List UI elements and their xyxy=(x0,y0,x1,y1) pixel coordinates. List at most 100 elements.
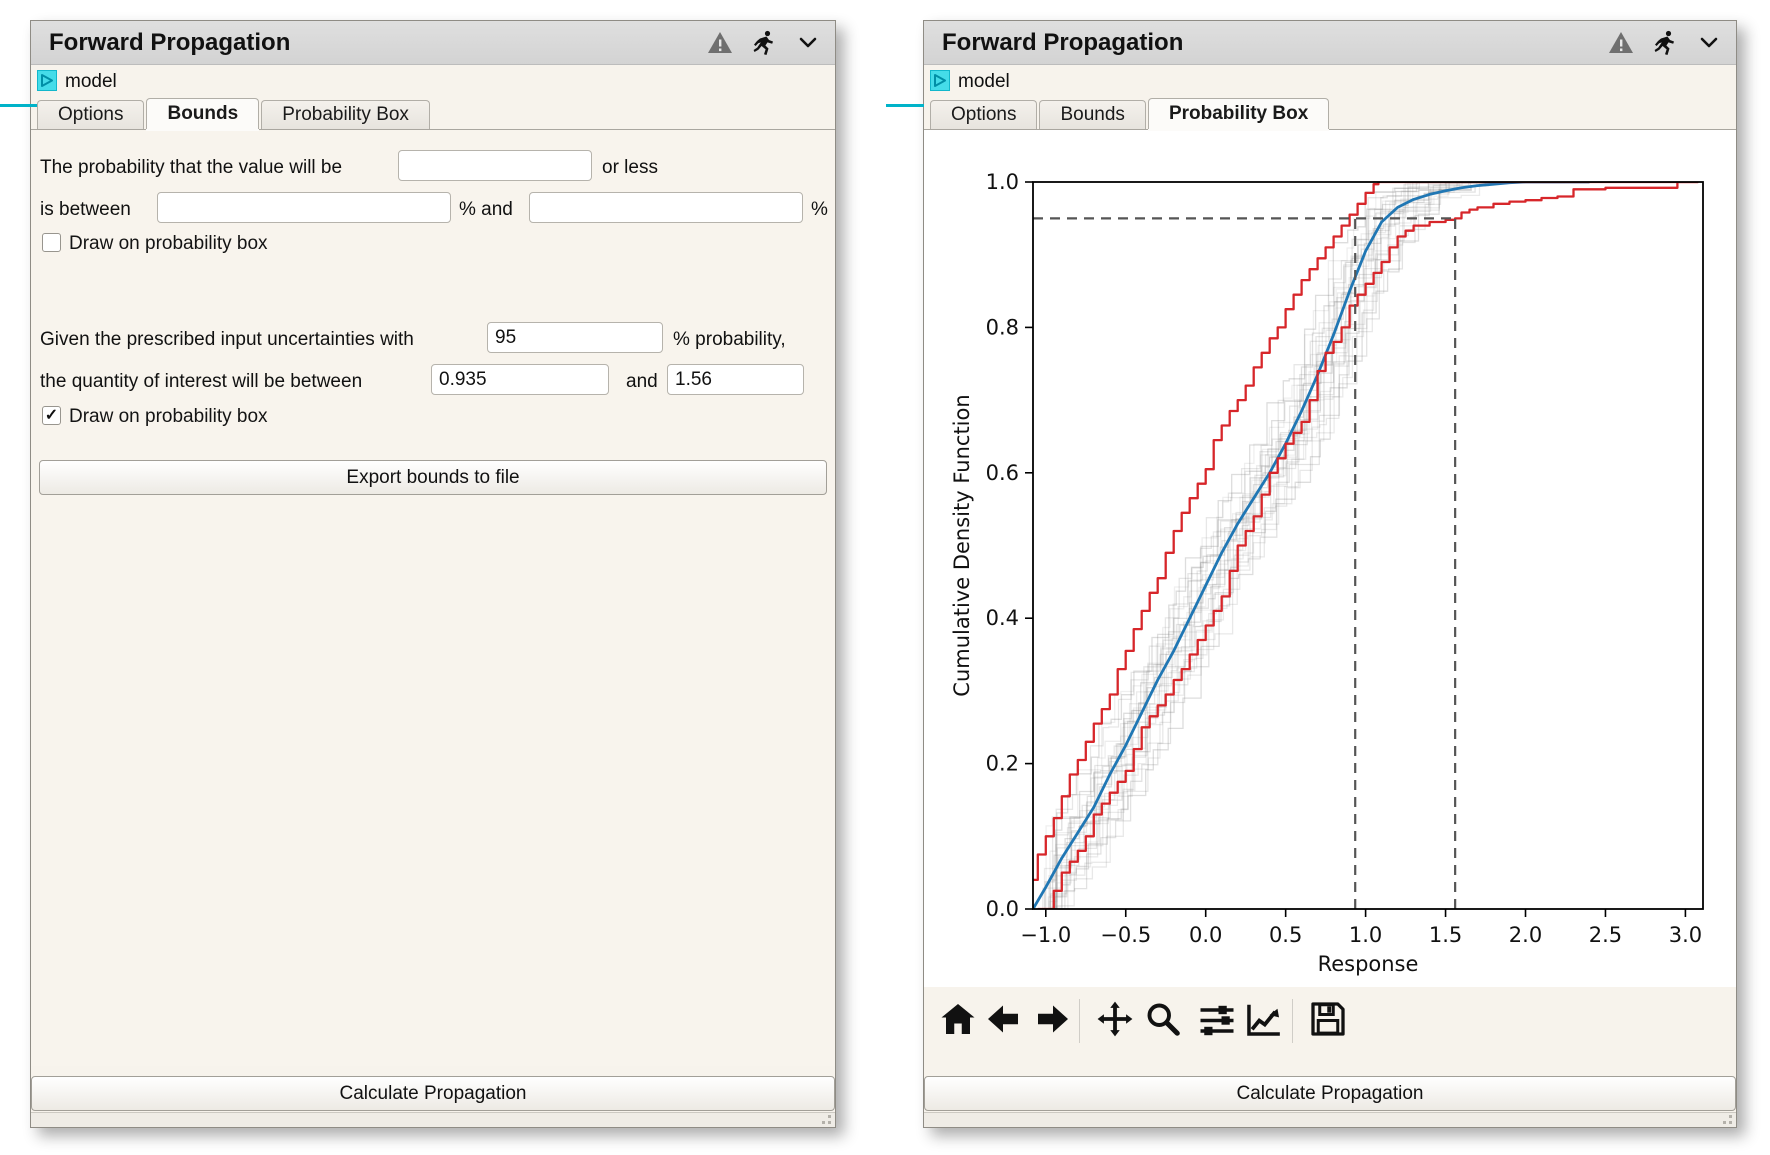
save-icon[interactable] xyxy=(1308,999,1348,1039)
draw-on-pbox-label-1: Draw on probability box xyxy=(69,233,268,254)
row2-suffix-label: % xyxy=(811,199,828,220)
x-tick-label: −0.5 xyxy=(1100,923,1151,947)
row2-prefix-label: is between xyxy=(40,199,131,220)
y-tick-label: 0.6 xyxy=(986,461,1019,485)
cdf-figure-canvas[interactable]: −1.0 −0.5 0.0 0.5 1.0 1.5 2.0 2.5 3.0 0.0 0.2 0.4 0.… xyxy=(924,130,1736,987)
y-axis-label: Cumulative Density Function xyxy=(950,394,974,696)
row5-mid-label: and xyxy=(626,371,658,392)
sample-cdfs xyxy=(1034,188,1443,909)
sample-cdfs xyxy=(1039,182,1527,909)
calculate-propagation-button[interactable]: Calculate Propagation xyxy=(31,1076,835,1111)
edit-axes-icon[interactable] xyxy=(1244,999,1284,1039)
row1-prefix-label: The probability that the value will be xyxy=(40,157,343,178)
tab-bounds[interactable]: Bounds xyxy=(1039,100,1146,129)
tab-options[interactable]: Options xyxy=(37,100,145,129)
row1-suffix-label: or less xyxy=(602,157,658,178)
sample-cdfs xyxy=(1040,182,1583,909)
calculate-propagation-button[interactable]: Calculate Propagation xyxy=(924,1076,1736,1111)
figure-svg: −1.0 −0.5 0.0 0.5 1.0 1.5 2.0 2.5 3.0 0.0 0.2 0.4 0.… xyxy=(950,170,1704,976)
window-title: Forward Propagation xyxy=(49,28,291,56)
sample-cdfs xyxy=(1039,182,1465,909)
tab-probability-box[interactable]: Probability Box xyxy=(261,100,430,129)
run-icon[interactable] xyxy=(751,30,777,56)
x-tick-label: 1.5 xyxy=(1429,923,1462,947)
resize-grip[interactable] xyxy=(817,1115,831,1124)
tab-probability-box[interactable]: Probability Box xyxy=(1147,98,1330,129)
forward-icon[interactable] xyxy=(1033,999,1073,1039)
window-header[interactable]: Forward Propagation xyxy=(924,21,1736,65)
sample-cdfs xyxy=(1037,182,1537,909)
confidence-pct-input[interactable] xyxy=(487,322,663,353)
run-icon[interactable] xyxy=(1652,30,1678,56)
collapse-chevron-icon[interactable] xyxy=(795,30,821,56)
sample-cdfs xyxy=(1042,182,1448,909)
draw-on-pbox-checkbox-2[interactable]: ✓ xyxy=(42,406,61,425)
sample-cdfs xyxy=(1038,182,1512,909)
model-label: model xyxy=(958,70,1010,92)
sample-cdfs xyxy=(1040,182,1536,909)
model-input-port-icon[interactable] xyxy=(930,70,950,91)
home-icon[interactable] xyxy=(938,999,978,1039)
export-bounds-button[interactable]: Export bounds to file xyxy=(39,460,827,495)
checkmark: ✓ xyxy=(44,407,59,424)
zoom-icon[interactable] xyxy=(1143,999,1183,1039)
row4-prefix-label: Given the prescribed input uncertainties… xyxy=(40,329,414,350)
x-tick-label: 2.5 xyxy=(1589,923,1622,947)
probability-lower-pct-input[interactable] xyxy=(157,192,451,223)
model-input-port-icon[interactable] xyxy=(37,70,57,91)
y-tick-label: 0.4 xyxy=(986,606,1019,630)
qoi-upper-bound-input[interactable] xyxy=(667,364,804,395)
upper-bound-cdf xyxy=(1033,182,1699,882)
y-tick-label: 0.0 xyxy=(986,897,1019,921)
calculate-row: Calculate Propagation xyxy=(924,1066,1736,1112)
sample-cdfs xyxy=(1039,182,1545,909)
calculate-row: Calculate Propagation xyxy=(31,1066,835,1112)
x-tick-label: 2.0 xyxy=(1509,923,1542,947)
sample-cdfs xyxy=(1035,182,1604,909)
y-tick-label: 1.0 xyxy=(986,170,1019,194)
toolbar-separator xyxy=(1292,999,1293,1043)
status-strip xyxy=(31,1112,835,1127)
back-icon[interactable] xyxy=(983,999,1023,1039)
sample-cdfs xyxy=(1037,182,1598,909)
row5-prefix-label: the quantity of interest will be between xyxy=(40,371,363,392)
resize-grip[interactable] xyxy=(1718,1115,1732,1124)
probability-guides xyxy=(1033,217,1457,909)
axis-ticks: −1.0 −0.5 0.0 0.5 1.0 1.5 2.0 2.5 3.0 0.0 0.2 0.4 0.… xyxy=(986,170,1703,947)
status-strip xyxy=(924,1112,1736,1127)
row2-mid-label: % and xyxy=(459,199,513,220)
sample-cdfs xyxy=(1034,182,1460,909)
cdf-curves xyxy=(1033,182,1699,909)
window-title: Forward Propagation xyxy=(942,28,1184,56)
probability-value-input[interactable] xyxy=(398,150,592,181)
forward-propagation-window-pbox: Forward Propagation model Options Bounds… xyxy=(923,20,1737,1128)
probability-box-tab-content: −1.0 −0.5 0.0 0.5 1.0 1.5 2.0 2.5 3.0 0.0 0.2 0.4 0.… xyxy=(924,129,1736,1066)
draw-on-pbox-checkbox-1[interactable] xyxy=(42,233,61,252)
tab-bounds[interactable]: Bounds xyxy=(146,98,260,129)
tab-options[interactable]: Options xyxy=(930,100,1038,129)
configure-subplots-icon[interactable] xyxy=(1197,999,1237,1039)
row4-suffix-label: % probability, xyxy=(673,329,786,350)
x-tick-label: 3.0 xyxy=(1669,923,1702,947)
pan-icon[interactable] xyxy=(1095,999,1135,1039)
warning-triangle-icon[interactable] xyxy=(707,30,733,56)
warning-triangle-icon[interactable] xyxy=(1608,30,1634,56)
collapse-chevron-icon[interactable] xyxy=(1696,30,1722,56)
y-tick-label: 0.2 xyxy=(986,752,1019,776)
qoi-lower-bound-input[interactable] xyxy=(431,364,609,395)
sample-cdfs xyxy=(1040,182,1460,909)
probability-upper-pct-input[interactable] xyxy=(529,192,803,223)
x-axis-label: Response xyxy=(1318,952,1419,976)
sample-cdfs xyxy=(1037,182,1555,909)
model-node-row: model xyxy=(924,65,1736,98)
forward-propagation-window-bounds: Forward Propagation model Options Bounds… xyxy=(30,20,836,1128)
model-node-row: model xyxy=(31,65,835,98)
bounds-tab-content: The probability that the value will be o… xyxy=(31,129,835,1066)
lower-bound-cdf xyxy=(1037,182,1699,909)
x-tick-label: −1.0 xyxy=(1020,923,1071,947)
matplotlib-toolbar xyxy=(924,987,1736,1066)
y-tick-label: 0.8 xyxy=(986,315,1019,339)
window-header[interactable]: Forward Propagation xyxy=(31,21,835,65)
x-tick-label: 0.5 xyxy=(1269,923,1302,947)
x-tick-label: 0.0 xyxy=(1189,923,1222,947)
